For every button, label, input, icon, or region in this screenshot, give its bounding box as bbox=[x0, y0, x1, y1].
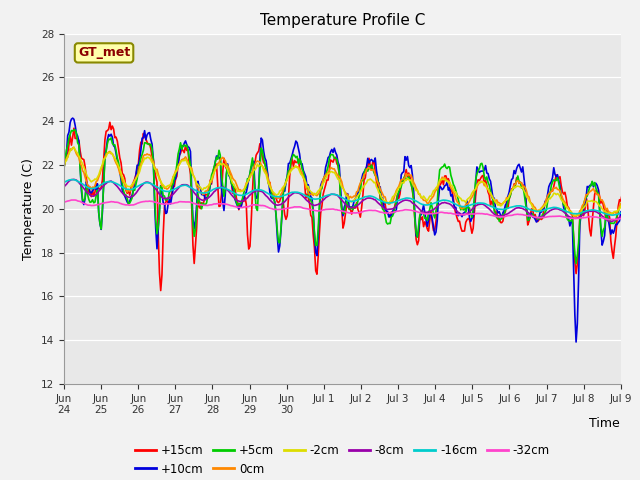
Line: +15cm: +15cm bbox=[64, 122, 640, 290]
+5cm bbox=[70, 127, 77, 133]
Title: Temperature Profile C: Temperature Profile C bbox=[260, 13, 425, 28]
-8cm bbox=[498, 213, 506, 219]
-16cm bbox=[312, 196, 319, 202]
0cm bbox=[422, 198, 430, 204]
0cm bbox=[246, 173, 254, 179]
+10cm bbox=[60, 164, 68, 170]
-32cm bbox=[422, 211, 430, 217]
+15cm bbox=[395, 195, 403, 201]
+5cm bbox=[246, 170, 254, 176]
-2cm bbox=[70, 144, 77, 150]
-32cm bbox=[394, 208, 401, 214]
-2cm bbox=[60, 163, 68, 168]
0cm bbox=[60, 163, 68, 169]
-16cm bbox=[498, 206, 506, 212]
0cm bbox=[394, 186, 401, 192]
-8cm bbox=[70, 177, 77, 182]
-16cm bbox=[394, 198, 401, 204]
+15cm bbox=[157, 288, 164, 293]
-8cm bbox=[246, 192, 254, 198]
-2cm bbox=[394, 187, 401, 193]
Line: +5cm: +5cm bbox=[64, 130, 640, 264]
+5cm bbox=[394, 192, 401, 198]
Line: -8cm: -8cm bbox=[64, 180, 640, 222]
-2cm bbox=[498, 203, 506, 208]
+15cm bbox=[313, 271, 321, 277]
-16cm bbox=[68, 177, 76, 182]
+5cm bbox=[572, 261, 580, 266]
Text: GT_met: GT_met bbox=[78, 47, 130, 60]
Y-axis label: Temperature (C): Temperature (C) bbox=[22, 158, 35, 260]
-32cm bbox=[601, 216, 609, 222]
+10cm bbox=[69, 115, 77, 121]
+5cm bbox=[312, 242, 319, 248]
0cm bbox=[601, 203, 609, 208]
-2cm bbox=[601, 209, 609, 215]
Line: -32cm: -32cm bbox=[64, 200, 640, 221]
+15cm bbox=[248, 218, 255, 224]
0cm bbox=[70, 144, 77, 150]
-2cm bbox=[246, 175, 254, 180]
-32cm bbox=[69, 197, 77, 203]
-16cm bbox=[601, 211, 609, 216]
0cm bbox=[312, 192, 319, 198]
-8cm bbox=[422, 210, 430, 216]
-16cm bbox=[246, 189, 254, 195]
-16cm bbox=[60, 180, 68, 185]
+15cm bbox=[499, 218, 507, 224]
-8cm bbox=[601, 216, 609, 221]
-32cm bbox=[498, 214, 506, 220]
+10cm bbox=[312, 249, 319, 255]
+10cm bbox=[394, 195, 401, 201]
+15cm bbox=[106, 120, 114, 125]
-32cm bbox=[246, 203, 254, 209]
+10cm bbox=[572, 339, 580, 345]
+5cm bbox=[60, 166, 68, 171]
+5cm bbox=[422, 215, 430, 221]
-2cm bbox=[312, 192, 319, 197]
+15cm bbox=[60, 165, 68, 171]
X-axis label: Time: Time bbox=[589, 417, 620, 430]
+10cm bbox=[246, 171, 254, 177]
Line: -2cm: -2cm bbox=[64, 147, 640, 217]
+15cm bbox=[602, 215, 610, 221]
-32cm bbox=[312, 208, 319, 214]
Line: +10cm: +10cm bbox=[64, 118, 640, 342]
Line: 0cm: 0cm bbox=[64, 147, 640, 220]
-2cm bbox=[422, 197, 430, 203]
Line: -16cm: -16cm bbox=[64, 180, 640, 216]
-8cm bbox=[312, 203, 319, 208]
+5cm bbox=[602, 212, 610, 218]
+10cm bbox=[498, 215, 506, 221]
Legend: +15cm, +10cm, +5cm, 0cm, -2cm, -8cm, -16cm, -32cm: +15cm, +10cm, +5cm, 0cm, -2cm, -8cm, -16… bbox=[131, 439, 554, 480]
-32cm bbox=[60, 199, 68, 205]
+15cm bbox=[424, 226, 431, 232]
+10cm bbox=[422, 217, 430, 223]
-8cm bbox=[60, 184, 68, 190]
-16cm bbox=[422, 202, 430, 208]
+10cm bbox=[602, 214, 610, 219]
+5cm bbox=[498, 216, 506, 222]
0cm bbox=[498, 201, 506, 207]
-8cm bbox=[394, 202, 401, 207]
